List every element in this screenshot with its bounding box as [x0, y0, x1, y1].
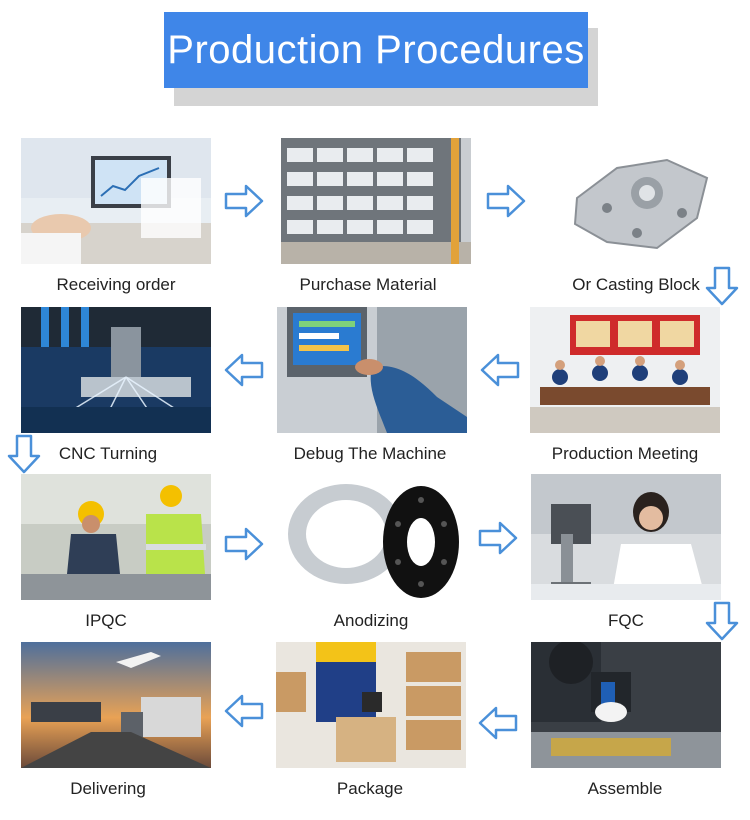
step-label-fqc: FQC — [608, 611, 644, 630]
production-meeting-photo — [530, 307, 720, 433]
step-label-ipqc: IPQC — [85, 611, 127, 630]
delivering-photo — [21, 642, 211, 768]
page-title: Production Procedures — [164, 12, 588, 88]
cnc-turning-photo — [21, 307, 211, 433]
step-label-package: Package — [336, 779, 404, 798]
arrow-left-icon — [224, 353, 264, 387]
arrow-left-icon — [480, 353, 520, 387]
step-label-production-meeting: Production Meeting — [551, 444, 699, 463]
anodizing-photo — [276, 474, 466, 600]
arrow-left-icon — [478, 706, 518, 740]
step-label-cnc-turning: CNC Turning — [58, 444, 158, 463]
arrow-right-icon — [224, 527, 264, 561]
package-photo — [276, 642, 466, 768]
arrow-down-icon — [705, 601, 739, 641]
step-label-anodizing: Anodizing — [333, 611, 409, 630]
debug-machine-photo — [277, 307, 467, 433]
step-label-delivering: Delivering — [70, 779, 146, 798]
assemble-photo — [531, 642, 721, 768]
step-label-receiving-order: Receiving order — [56, 275, 176, 294]
arrow-right-icon — [486, 184, 526, 218]
ipqc-photo — [21, 474, 211, 600]
arrow-right-icon — [224, 184, 264, 218]
step-label-assemble: Assemble — [587, 779, 663, 798]
arrow-down-icon — [705, 266, 739, 306]
purchase-material-photo — [281, 138, 471, 264]
receiving-order-photo — [21, 138, 211, 264]
fqc-photo — [531, 474, 721, 600]
step-label-purchase-material: Purchase Material — [299, 275, 437, 294]
arrow-right-icon — [478, 521, 518, 555]
step-label-casting-block: Or Casting Block — [572, 275, 700, 294]
arrow-down-icon — [7, 434, 41, 474]
step-label-debug-machine: Debug The Machine — [293, 444, 447, 463]
casting-block-photo — [547, 138, 737, 264]
arrow-left-icon — [224, 694, 264, 728]
